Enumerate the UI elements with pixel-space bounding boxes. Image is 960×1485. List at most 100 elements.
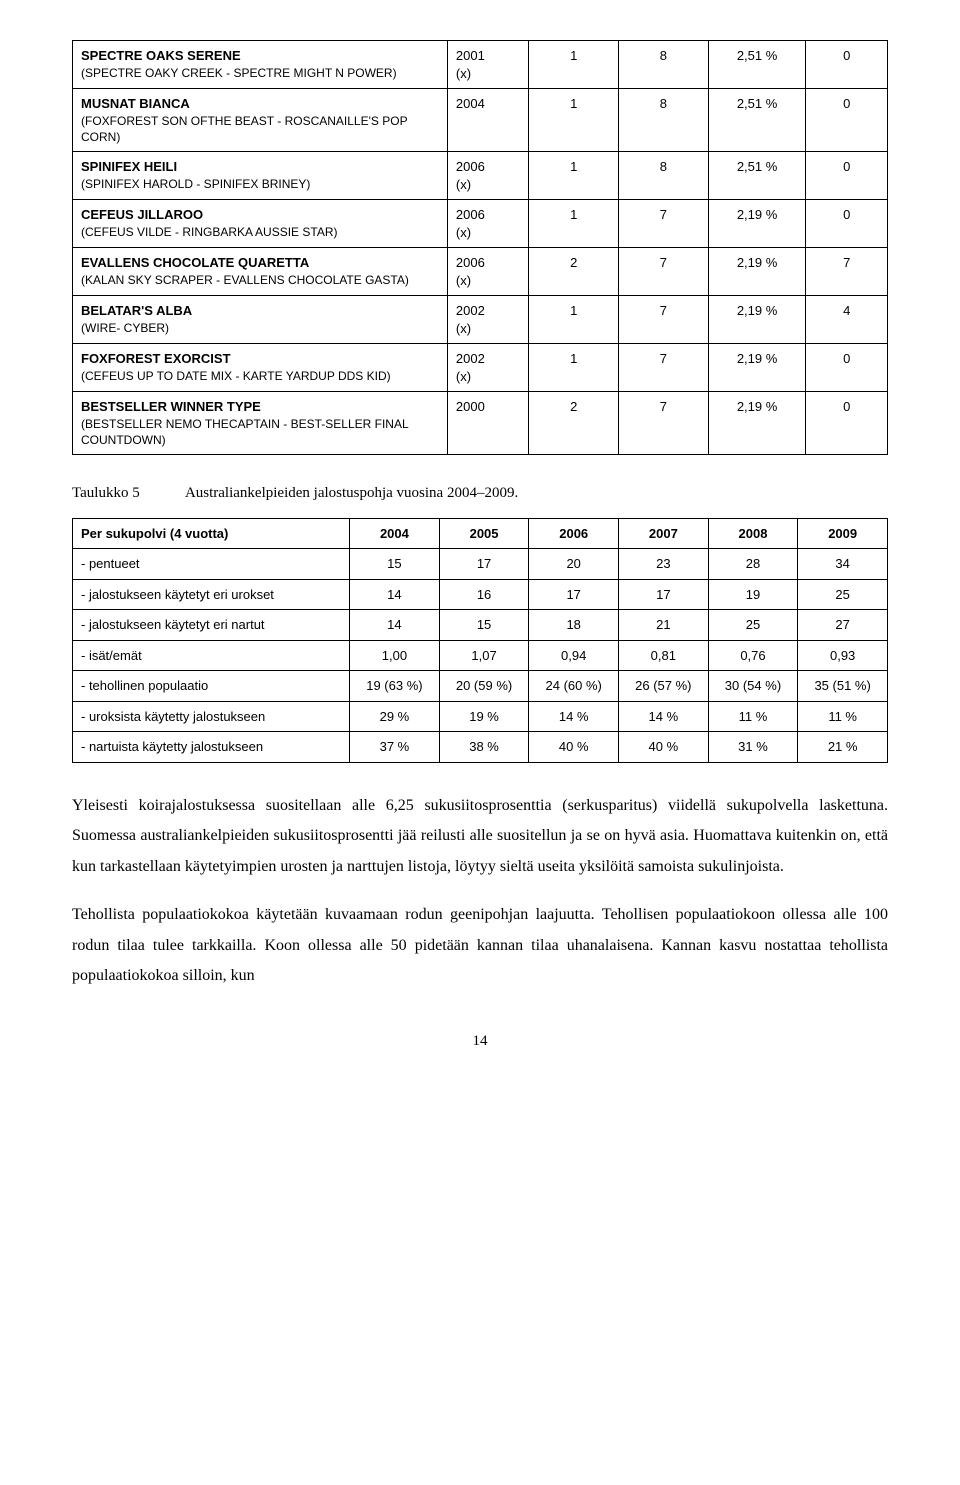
table-cell: 26 (57 %) [619, 671, 709, 702]
dog-name-cell: CEFEUS JILLAROO(CEFEUS VILDE - RINGBARKA… [73, 200, 448, 248]
table-row: BESTSELLER WINNER TYPE(BESTSELLER NEMO T… [73, 392, 888, 455]
breeding-base-table: Per sukupolvi (4 vuotta)2004200520062007… [72, 518, 888, 763]
table-cell: 0 [806, 89, 888, 152]
table-row: SPECTRE OAKS SERENE(SPECTRE OAKY CREEK -… [73, 41, 888, 89]
table-cell: 1 [529, 41, 619, 89]
table-cell: 0 [806, 41, 888, 89]
dog-name: EVALLENS CHOCOLATE QUARETTA [81, 254, 439, 272]
table-cell: 18 [529, 610, 619, 641]
table-row: - isät/emät1,001,070,940,810,760,93 [73, 640, 888, 671]
table-cell: 0,81 [619, 640, 709, 671]
row-label: - nartuista käytetty jalostukseen [73, 732, 350, 763]
table-cell: 1 [529, 344, 619, 392]
table-cell: 29 % [350, 701, 440, 732]
table-cell: 4 [806, 296, 888, 344]
table-cell: 34 [798, 549, 888, 580]
paragraph-2: Tehollista populaatiokokoa käytetään kuv… [72, 900, 888, 991]
table-cell: 8 [619, 41, 709, 89]
breeding-table-1: SPECTRE OAKS SERENE(SPECTRE OAKY CREEK -… [72, 40, 888, 455]
table-cell: 14 % [619, 701, 709, 732]
table-cell: 15 [350, 549, 440, 580]
table-cell: 8 [619, 89, 709, 152]
table-cell: 19 (63 %) [350, 671, 440, 702]
caption-text: Australiankelpieiden jalostuspohja vuosi… [185, 485, 518, 501]
dog-name-cell: BESTSELLER WINNER TYPE(BESTSELLER NEMO T… [73, 392, 448, 455]
table-cell: 30 (54 %) [708, 671, 798, 702]
table-cell: 20 [529, 549, 619, 580]
table-cell: 2006 (x) [447, 152, 529, 200]
dog-lineage: (FOXFOREST SON OFTHE BEAST - ROSCANAILLE… [81, 113, 439, 145]
dog-name-cell: BELATAR'S ALBA(WIRE- CYBER) [73, 296, 448, 344]
table-cell: 35 (51 %) [798, 671, 888, 702]
table-cell: 2 [529, 392, 619, 455]
table-cell: 19 [708, 579, 798, 610]
table-cell: 2,19 % [708, 296, 806, 344]
table-cell: 11 % [708, 701, 798, 732]
header-year: 2004 [350, 518, 440, 549]
dog-name: FOXFOREST EXORCIST [81, 350, 439, 368]
table-cell: 1 [529, 200, 619, 248]
table-cell: 0 [806, 152, 888, 200]
page-number: 14 [72, 1031, 888, 1051]
table-row: BELATAR'S ALBA(WIRE- CYBER)2002 (x)172,1… [73, 296, 888, 344]
table-row: CEFEUS JILLAROO(CEFEUS VILDE - RINGBARKA… [73, 200, 888, 248]
table-cell: 2002 (x) [447, 296, 529, 344]
table-cell: 1,07 [439, 640, 529, 671]
dog-lineage: (WIRE- CYBER) [81, 320, 439, 336]
table-cell: 2,51 % [708, 41, 806, 89]
dog-name: MUSNAT BIANCA [81, 95, 439, 113]
table-cell: 14 [350, 610, 440, 641]
table-cell: 7 [619, 200, 709, 248]
table-cell: 1 [529, 296, 619, 344]
table-cell: 11 % [798, 701, 888, 732]
table-cell: 7 [619, 344, 709, 392]
table-cell: 0 [806, 200, 888, 248]
table-cell: 7 [619, 248, 709, 296]
dog-lineage: (BESTSELLER NEMO THECAPTAIN - BEST-SELLE… [81, 416, 439, 448]
dog-name-cell: EVALLENS CHOCOLATE QUARETTA(KALAN SKY SC… [73, 248, 448, 296]
table-cell: 21 [619, 610, 709, 641]
table-cell: 2002 (x) [447, 344, 529, 392]
dog-name: BESTSELLER WINNER TYPE [81, 398, 439, 416]
table-cell: 17 [439, 549, 529, 580]
table-row: SPINIFEX HEILI(SPINIFEX HAROLD - SPINIFE… [73, 152, 888, 200]
header-year: 2006 [529, 518, 619, 549]
table-row: - tehollinen populaatio19 (63 %)20 (59 %… [73, 671, 888, 702]
table-cell: 2,19 % [708, 200, 806, 248]
header-label: Per sukupolvi (4 vuotta) [73, 518, 350, 549]
table-cell: 2,19 % [708, 344, 806, 392]
table-cell: 25 [708, 610, 798, 641]
row-label: - uroksista käytetty jalostukseen [73, 701, 350, 732]
table-cell: 16 [439, 579, 529, 610]
table-cell: 1 [529, 89, 619, 152]
header-year: 2009 [798, 518, 888, 549]
dog-name: SPECTRE OAKS SERENE [81, 47, 439, 65]
table-cell: 31 % [708, 732, 798, 763]
table-cell: 7 [806, 248, 888, 296]
table-cell: 7 [619, 296, 709, 344]
header-year: 2007 [619, 518, 709, 549]
table-row: - jalostukseen käytetyt eri urokset14161… [73, 579, 888, 610]
table-cell: 0,94 [529, 640, 619, 671]
table-row: - jalostukseen käytetyt eri nartut141518… [73, 610, 888, 641]
table-row: - pentueet151720232834 [73, 549, 888, 580]
table-cell: 2000 [447, 392, 529, 455]
dog-name: SPINIFEX HEILI [81, 158, 439, 176]
table-cell: 24 (60 %) [529, 671, 619, 702]
table-cell: 0 [806, 344, 888, 392]
dog-lineage: (SPINIFEX HAROLD - SPINIFEX BRINEY) [81, 176, 439, 192]
paragraph-1: Yleisesti koirajalostuksessa suositellaa… [72, 791, 888, 882]
table-cell: 0,93 [798, 640, 888, 671]
table-cell: 7 [619, 392, 709, 455]
body-text: Yleisesti koirajalostuksessa suositellaa… [72, 791, 888, 991]
table-cell: 0 [806, 392, 888, 455]
table-cell: 2006 (x) [447, 248, 529, 296]
table-row: EVALLENS CHOCOLATE QUARETTA(KALAN SKY SC… [73, 248, 888, 296]
table-cell: 2001 (x) [447, 41, 529, 89]
row-label: - tehollinen populaatio [73, 671, 350, 702]
table-row: - nartuista käytetty jalostukseen37 %38 … [73, 732, 888, 763]
dog-name-cell: MUSNAT BIANCA(FOXFOREST SON OFTHE BEAST … [73, 89, 448, 152]
table-5-caption: Taulukko 5 Australiankelpieiden jalostus… [72, 483, 888, 503]
dog-lineage: (SPECTRE OAKY CREEK - SPECTRE MIGHT N PO… [81, 65, 439, 81]
header-year: 2008 [708, 518, 798, 549]
